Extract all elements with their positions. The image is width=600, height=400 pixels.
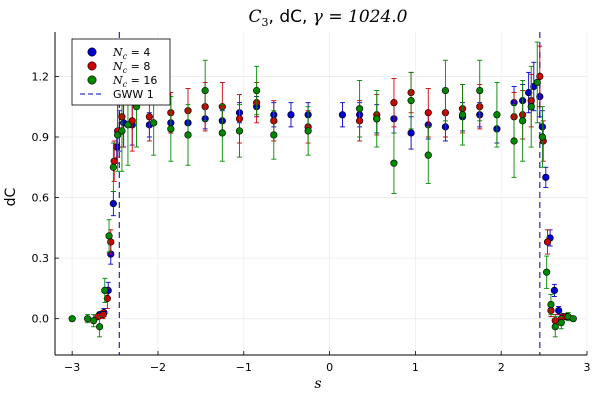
title-gamma: γ = 1024.0 [313,7,408,27]
data-point [407,129,415,137]
data-point [105,232,113,240]
data-point [96,323,104,331]
data-point [550,286,558,295]
y-tick-label: 0.0 [32,313,50,326]
data-point [101,286,109,295]
data-point [110,157,118,165]
data-point [533,78,541,87]
x-tick-label: −3 [64,361,80,374]
legend-items: Nc = 4Nc = 8Nc = 16 [87,46,157,89]
data-point [424,109,432,117]
legend-vline-label: GWW 1 [113,88,154,101]
legend-label: Nc = 4 [112,46,150,61]
data-point [124,121,132,129]
data-point [527,103,535,111]
data-point [167,125,175,133]
legend-marker [87,75,97,85]
data-point [547,300,555,309]
data-point [109,199,117,208]
data-point [103,294,111,303]
data-point [569,315,577,323]
data-point [270,131,278,139]
y-tick-label: 0.9 [32,131,50,144]
axes-layer [54,32,587,356]
data-point [184,131,192,139]
data-point [287,111,295,119]
data-point [118,127,126,135]
data-point [555,306,563,315]
data-point [557,319,565,327]
x-tick-label: 3 [584,361,591,374]
data-point [235,127,244,135]
data-point [390,99,398,107]
legend-marker [87,47,97,57]
data-point [107,238,115,246]
chart-title: C3, dC, γ = 1024.0 [249,7,408,29]
data-point [543,268,551,276]
legend-marker [87,61,97,71]
y-axis-label: dC [3,187,19,206]
data-point [304,127,312,135]
x-axis-label: s [314,376,321,392]
x-tick-label: 0 [326,361,333,374]
data-point [356,105,364,113]
data-point [109,163,117,171]
y-tick-label: 1.2 [32,70,50,83]
y-tick-label: 0.3 [32,252,50,265]
series-3 [68,41,577,338]
x-tick-label: −1 [236,361,252,374]
legend-label: Nc = 16 [112,74,157,89]
ticks-layer: −3 −2 −1 0 1 2 3 0.0 0.3 0.6 0.9 1.2 [32,70,591,374]
data-point [543,238,552,246]
series-layer [68,41,577,338]
data-point [551,323,559,331]
title-mid: , dC, [269,7,313,27]
data-point [390,159,398,167]
data-point [90,317,98,325]
x-tick-label: 2 [498,361,505,374]
data-point [253,86,261,95]
data-point [519,117,527,125]
data-point [542,173,550,181]
data-point [145,113,153,121]
data-point [150,119,158,127]
data-point [458,111,467,119]
data-point [493,111,501,119]
title-sub: 3 [262,16,269,29]
data-point [201,86,209,95]
data-point [424,151,432,159]
data-point [218,129,226,137]
data-point [476,86,484,95]
data-point [68,315,76,323]
data-point [84,315,92,323]
data-point [407,97,415,105]
data-point [538,133,546,141]
data-point [373,115,381,123]
data-point [525,88,533,97]
x-tick-label: −2 [150,361,166,374]
y-tick-label: 0.6 [32,192,50,205]
legend-label: Nc = 8 [112,60,150,75]
x-tick-label: 1 [412,361,419,374]
data-point [441,86,450,95]
data-point [510,137,518,145]
data-point [338,111,347,119]
title-math: C [249,7,262,27]
data-point [536,72,544,81]
legend: Nc = 4Nc = 8Nc = 16 GWW 1 [71,38,171,106]
